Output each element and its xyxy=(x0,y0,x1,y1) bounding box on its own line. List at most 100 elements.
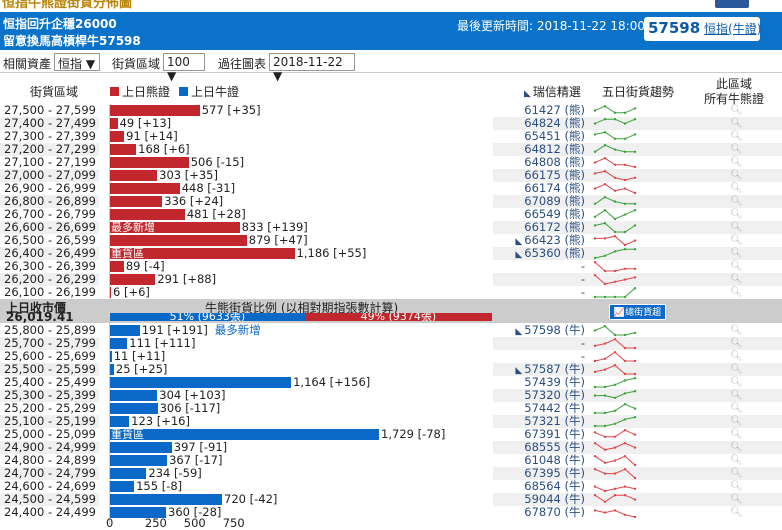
search-icon[interactable]: 🔍︎ xyxy=(730,390,743,401)
search-icon[interactable]: 🔍︎ xyxy=(730,377,743,388)
warrant-code-link[interactable]: 61048 (牛) xyxy=(524,454,585,467)
warrant-code-link[interactable]: 57321 (牛) xyxy=(524,415,585,428)
warrant-code-link[interactable]: 67089 (熊) xyxy=(524,195,585,208)
warrant-code-link[interactable]: ◣ 65360 (熊) xyxy=(515,247,585,262)
warrant-code-link[interactable]: 57442 (牛) xyxy=(524,402,585,415)
search-icon[interactable]: 🔍︎ xyxy=(730,364,743,375)
warrant-code-link[interactable]: 64808 (熊) xyxy=(524,156,585,169)
range-select[interactable]: 100 ▼ xyxy=(163,53,205,83)
trend-sparkline xyxy=(593,485,637,493)
warrant-code-link[interactable]: 59044 (牛) xyxy=(524,493,585,506)
warrant-code-link[interactable]: 66549 (熊) xyxy=(524,208,585,221)
warrant-code: 59044 (牛) xyxy=(524,492,585,506)
warrant-code: - xyxy=(580,336,585,350)
warrant-code-link[interactable]: 64812 (熊) xyxy=(524,143,585,156)
bull_rows-row: 25,200 - 25,299 57442 (牛) 🔍︎ 306 [-117] xyxy=(0,402,782,415)
row-right: 66172 (熊) 🔍︎ xyxy=(493,221,782,234)
warrant-code-link[interactable]: 67870 (牛) xyxy=(524,506,585,519)
axis-tick-label: 500 xyxy=(183,516,206,530)
warrant-code-link[interactable]: 66175 (熊) xyxy=(524,169,585,182)
filter-bar: 相關資產 恒指 ▼ 街貨區域 100 ▼ 過往圖表 2018-11-22 ▼ xyxy=(0,52,782,83)
warrant-code-link[interactable]: 65451 (熊) xyxy=(524,130,585,143)
search-icon[interactable]: 🔍︎ xyxy=(730,494,743,505)
warrant-code: 66549 (熊) xyxy=(524,207,585,221)
search-icon[interactable]: 🔍︎ xyxy=(730,131,743,142)
ratio-bear-text: 49% (9374張) xyxy=(360,313,437,321)
search-icon[interactable]: 🔍︎ xyxy=(730,416,743,427)
search-icon[interactable]: 🔍︎ xyxy=(730,403,743,414)
search-icon[interactable]: 🔍︎ xyxy=(730,481,743,492)
warrant-code-link[interactable]: 64824 (熊) xyxy=(524,117,585,130)
search-icon[interactable]: 🔍︎ xyxy=(730,507,743,518)
trend-point xyxy=(623,267,627,270)
warrant-code-link[interactable]: 67395 (牛) xyxy=(524,467,585,480)
search-icon[interactable]: 🔍︎ xyxy=(730,248,743,259)
search-icon[interactable]: 🔍︎ xyxy=(730,118,743,129)
warrant-code-link[interactable]: 57320 (牛) xyxy=(524,389,585,402)
total-trend-button[interactable]: 📈總街貨趨勢 xyxy=(609,304,666,334)
warrant-code: 68564 (牛) xyxy=(524,479,585,493)
past-chart-select[interactable]: 2018-11-22 ▼ xyxy=(269,53,355,83)
search-icon[interactable]: 🔍︎ xyxy=(730,442,743,453)
search-icon[interactable]: 🔍︎ xyxy=(730,455,743,466)
trend-point xyxy=(603,118,607,121)
warrant-code-link[interactable]: 66174 (熊) xyxy=(524,182,585,195)
trend-point xyxy=(593,424,597,428)
warrant-code-link[interactable]: 57439 (牛) xyxy=(524,376,585,389)
warrant-code-link[interactable]: ◣ 57587 (牛) xyxy=(515,363,585,378)
trend-point xyxy=(593,256,597,260)
warrant-code-link[interactable]: 61427 (熊) xyxy=(524,104,585,117)
search-icon[interactable]: 🔍︎ xyxy=(730,274,743,285)
trend-line xyxy=(594,351,635,362)
bar-value: 168 [+6] xyxy=(138,142,190,156)
bar-note: 最多新增 xyxy=(214,323,261,337)
trend-sparkline xyxy=(593,287,637,299)
search-icon[interactable]: 🔍︎ xyxy=(730,157,743,168)
row-right: 68564 (牛) 🔍︎ xyxy=(493,480,782,493)
asset-select[interactable]: 恒指 ▼ xyxy=(54,53,100,71)
search-icon[interactable]: 🔍︎ xyxy=(730,287,743,298)
search-icon[interactable]: 🔍︎ xyxy=(730,351,743,362)
range-label: 26,500 - 26,599 xyxy=(4,233,96,247)
search-icon[interactable]: 🔍︎ xyxy=(730,235,743,246)
search-icon[interactable]: 🔍︎ xyxy=(730,105,743,116)
bar-value: 304 [+103] xyxy=(159,388,226,402)
search-icon[interactable]: 🔍︎ xyxy=(730,325,743,336)
featured-warrant-button[interactable]: 57598 恒指(牛證) xyxy=(644,17,761,41)
search-icon[interactable]: 🔍︎ xyxy=(730,429,743,440)
warrant-code-link[interactable]: 68555 (牛) xyxy=(524,441,585,454)
trend-point xyxy=(603,424,607,428)
column-headers: 街貨區域 上日熊證 上日牛證 ◣ 瑞信精選 五日街貨趨勢 此區域 所有牛熊證 xyxy=(0,74,782,106)
bear_rows-row: 26,400 - 26,499 ◣ 65360 (熊) 🔍︎ 重貨區 1,186 [+55… xyxy=(0,247,782,260)
search-icon[interactable]: 🔍︎ xyxy=(730,261,743,272)
trend-point xyxy=(593,411,597,415)
trend-point xyxy=(603,368,607,371)
search-icon[interactable]: 🔍︎ xyxy=(730,170,743,181)
search-icon[interactable]: 🔍︎ xyxy=(730,144,743,155)
trend-point xyxy=(613,459,617,462)
warrant-code-link[interactable]: ◣ 57598 (牛) xyxy=(515,324,585,339)
search-icon[interactable]: 🔍︎ xyxy=(730,222,743,233)
legend-bear: 上日熊證 xyxy=(110,83,170,100)
share-icon[interactable] xyxy=(715,0,749,8)
search-icon[interactable]: 🔍︎ xyxy=(730,209,743,220)
warrant-code-link[interactable]: 67391 (牛) xyxy=(524,428,585,441)
trend-point xyxy=(613,163,617,166)
asset-label: 相關資產 xyxy=(3,57,52,71)
trend-point xyxy=(593,359,597,363)
trend-point xyxy=(623,442,627,445)
warrant-code-link[interactable]: 66172 (熊) xyxy=(524,221,585,234)
search-icon[interactable]: 🔍︎ xyxy=(730,338,743,349)
search-icon[interactable]: 🔍︎ xyxy=(730,196,743,207)
search-icon[interactable]: 🔍︎ xyxy=(730,183,743,194)
search-icon[interactable]: 🔍︎ xyxy=(730,468,743,479)
trend-sparkline xyxy=(593,455,637,467)
trend-point xyxy=(613,338,617,341)
trend-point xyxy=(603,269,607,273)
trend-point xyxy=(593,274,597,277)
trend-point xyxy=(613,250,617,253)
warrant-code-link[interactable]: ◣ 66423 (熊) xyxy=(515,234,585,249)
trend-point xyxy=(633,463,637,467)
trend-point xyxy=(623,243,627,247)
warrant-code-link[interactable]: 68564 (牛) xyxy=(524,480,585,493)
